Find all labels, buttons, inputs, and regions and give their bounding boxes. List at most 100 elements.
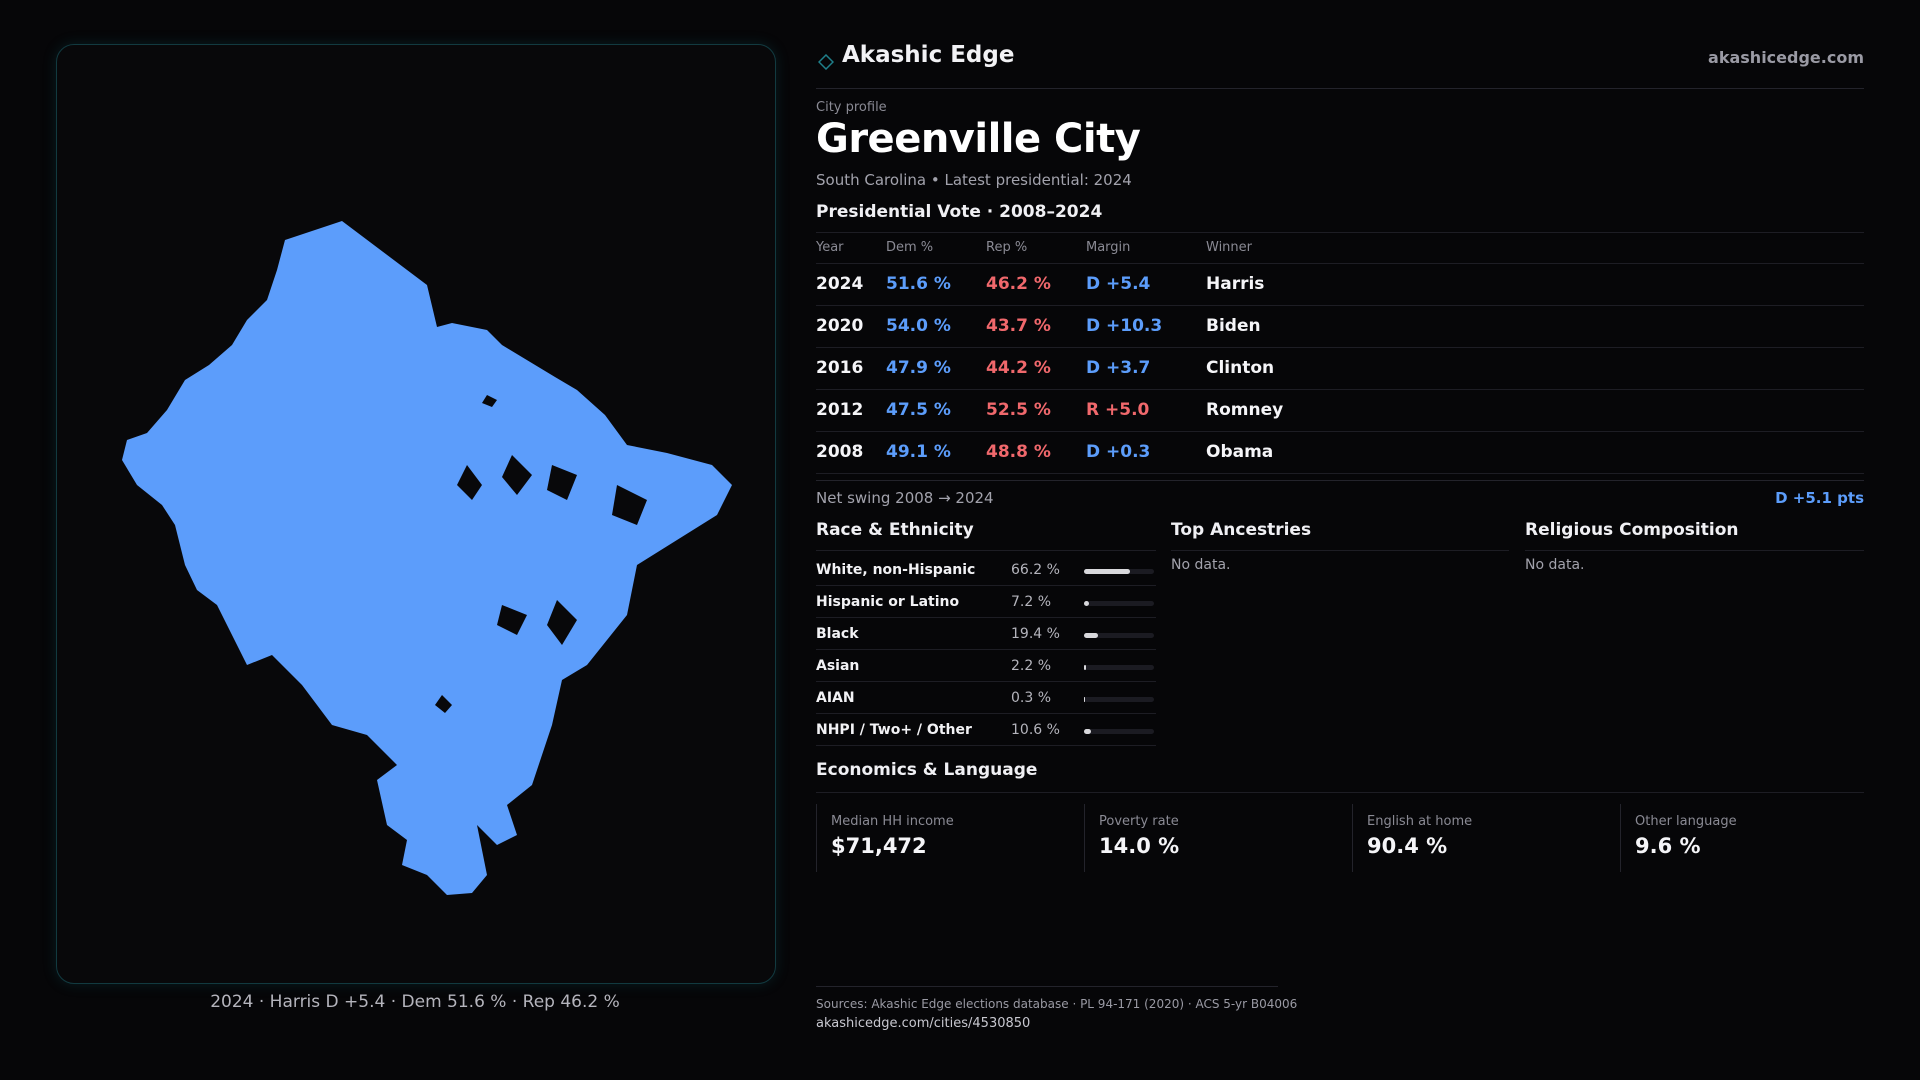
map-hole — [457, 465, 482, 500]
net-swing-row: Net swing 2008 → 2024 D +5.1 pts — [816, 480, 1864, 517]
table-row: 2016 47.9 % 44.2 % D +3.7 Clinton — [816, 348, 1864, 390]
vote-winner: Biden — [1206, 316, 1261, 336]
stat-value: 90.4 % — [1367, 834, 1448, 858]
vote-year: 2012 — [816, 400, 864, 420]
brand-name: Akashic Edge — [842, 42, 1015, 68]
list-item: Hispanic or Latino 7.2 % — [816, 586, 1156, 618]
vote-dem-pct: 54.0 % — [886, 316, 951, 336]
vote-year: 2016 — [816, 358, 864, 378]
map-hole — [547, 600, 577, 645]
vote-winner: Obama — [1206, 442, 1274, 462]
race-label: White, non-Hispanic — [816, 562, 976, 578]
diamond-icon — [818, 54, 834, 70]
vote-year: 2020 — [816, 316, 864, 336]
stat-english-at-home: English at home 90.4 % — [1352, 804, 1603, 872]
stat-other-language: Other language 9.6 % — [1620, 804, 1871, 872]
city-boundary-map — [122, 221, 732, 895]
vote-rep-pct: 52.5 % — [986, 400, 1051, 420]
race-bar-fill — [1084, 665, 1086, 670]
economics-stats: Median HH income $71,472 Poverty rate 14… — [816, 804, 1864, 874]
page-title: Greenville City — [816, 116, 1141, 162]
map-hole — [435, 695, 452, 713]
sources-footer: Sources: Akashic Edge elections database… — [816, 986, 1298, 1031]
race-label: Hispanic or Latino — [816, 594, 960, 610]
profile-panel: Akashic Edge akashicedge.com City profil… — [816, 40, 1864, 1031]
vote-dem-pct: 49.1 % — [886, 442, 951, 462]
net-swing-label: Net swing 2008 → 2024 — [816, 489, 994, 507]
vote-winner: Harris — [1206, 274, 1265, 294]
vote-rep-pct: 44.2 % — [986, 358, 1051, 378]
stat-median-income: Median HH income $71,472 — [816, 804, 1067, 872]
race-label: Asian — [816, 658, 860, 674]
map-hole — [497, 605, 527, 635]
net-swing-value: D +5.1 pts — [1775, 489, 1864, 507]
race-bar-fill — [1084, 633, 1098, 638]
col-year: Year — [816, 240, 844, 255]
race-pct: 7.2 % — [1011, 594, 1052, 610]
vote-winner: Romney — [1206, 400, 1284, 420]
sources-text: Sources: Akashic Edge elections database… — [816, 997, 1298, 1011]
source-url-link[interactable]: akashicedge.com/cities/4530850 — [816, 1016, 1031, 1031]
table-row: 2020 54.0 % 43.7 % D +10.3 Biden — [816, 306, 1864, 348]
table-row: 2008 49.1 % 48.8 % D +0.3 Obama — [816, 432, 1864, 474]
stat-poverty-rate: Poverty rate 14.0 % — [1084, 804, 1335, 872]
race-bar-track — [1084, 633, 1154, 638]
vote-table: Year Dem % Rep % Margin Winner 2024 51.6… — [816, 232, 1864, 474]
religion-empty-text: No data. — [1525, 557, 1585, 573]
col-dem: Dem % — [886, 240, 934, 255]
stat-value: 14.0 % — [1099, 834, 1180, 858]
vote-dem-pct: 51.6 % — [886, 274, 951, 294]
map-hole — [612, 485, 647, 525]
vote-year: 2024 — [816, 274, 864, 294]
race-pct: 10.6 % — [1011, 722, 1060, 738]
city-boundary-shape — [122, 221, 732, 895]
race-pct: 66.2 % — [1011, 562, 1060, 578]
religion-heading: Religious Composition — [1525, 520, 1864, 551]
vote-margin: D +3.7 — [1086, 358, 1151, 378]
race-bar-track — [1084, 665, 1154, 670]
vote-dem-pct: 47.9 % — [886, 358, 951, 378]
map-hole — [502, 455, 532, 495]
race-bar-track — [1084, 601, 1154, 606]
race-pct: 0.3 % — [1011, 690, 1052, 706]
page-subtitle: South Carolina • Latest presidential: 20… — [816, 171, 1132, 189]
race-label: Black — [816, 626, 859, 642]
stat-value: 9.6 % — [1635, 834, 1701, 858]
race-pct: 19.4 % — [1011, 626, 1060, 642]
vote-margin: D +0.3 — [1086, 442, 1151, 462]
vote-margin: D +10.3 — [1086, 316, 1163, 336]
race-bar-track — [1084, 697, 1154, 702]
vote-margin: R +5.0 — [1086, 400, 1150, 420]
col-winner: Winner — [1206, 240, 1253, 255]
race-bar-fill — [1084, 697, 1086, 702]
brand-header: Akashic Edge akashicedge.com — [816, 40, 1864, 89]
ancestries-heading: Top Ancestries — [1171, 520, 1509, 551]
list-item: Asian 2.2 % — [816, 650, 1156, 682]
race-bar-track — [1084, 729, 1154, 734]
stat-label: Median HH income — [831, 814, 954, 829]
race-heading: Race & Ethnicity — [816, 520, 1156, 551]
vote-year: 2008 — [816, 442, 864, 462]
race-bar-fill — [1084, 569, 1131, 574]
race-ethnicity-list: White, non-Hispanic 66.2 % Hispanic or L… — [816, 554, 1156, 746]
vote-rep-pct: 46.2 % — [986, 274, 1051, 294]
race-bar-fill — [1084, 729, 1092, 734]
vote-section-heading: Presidential Vote · 2008–2024 — [816, 202, 1103, 222]
vote-dem-pct: 47.5 % — [886, 400, 951, 420]
race-label: NHPI / Two+ / Other — [816, 722, 972, 738]
brand-url-link[interactable]: akashicedge.com — [1708, 48, 1864, 67]
col-rep: Rep % — [986, 240, 1028, 255]
stat-label: Other language — [1635, 814, 1737, 829]
map-hole — [547, 465, 577, 500]
race-bar-fill — [1084, 601, 1090, 606]
page-kicker: City profile — [816, 100, 887, 115]
stat-label: English at home — [1367, 814, 1473, 829]
economics-heading: Economics & Language — [816, 760, 1864, 793]
stat-value: $71,472 — [831, 834, 927, 858]
ancestries-empty-text: No data. — [1171, 557, 1231, 573]
table-row: 2024 51.6 % 46.2 % D +5.4 Harris — [816, 264, 1864, 306]
vote-table-header: Year Dem % Rep % Margin Winner — [816, 233, 1864, 264]
table-row: 2012 47.5 % 52.5 % R +5.0 Romney — [816, 390, 1864, 432]
city-map-panel — [56, 44, 776, 984]
race-pct: 2.2 % — [1011, 658, 1052, 674]
